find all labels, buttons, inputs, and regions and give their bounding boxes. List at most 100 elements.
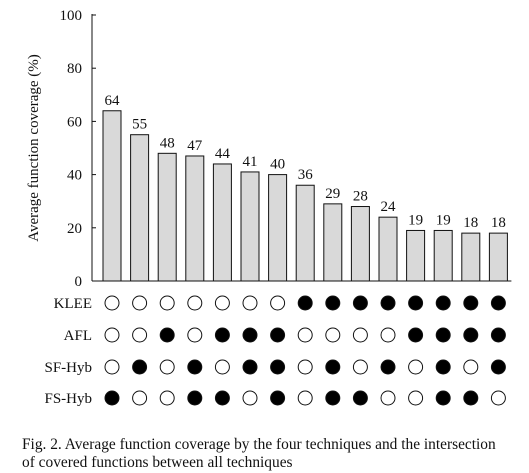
matrix-dot-empty [132,327,148,343]
matrix-dot-empty [132,390,148,406]
bar [240,171,260,282]
matrix-dot-empty [270,295,286,311]
matrix-dot-empty [490,390,506,406]
matrix-dot-filled [490,295,506,311]
bar [185,155,205,282]
matrix-row-label: AFL [64,328,92,344]
matrix-dot-filled [325,295,341,311]
matrix-dot-empty [132,295,148,311]
matrix-dot-filled [435,390,451,406]
matrix-dot-filled [435,327,451,343]
matrix-dot-empty [214,295,230,311]
matrix-dot-empty [104,295,120,311]
matrix-dot-filled [435,295,451,311]
y-tick-label: 80 [67,61,82,77]
matrix-dot-filled [187,390,203,406]
matrix-dot-filled [490,327,506,343]
matrix-dot-filled [490,359,506,375]
y-axis-label: Average function coverage (%) [26,54,42,242]
bar-value-label: 19 [408,212,423,228]
matrix-dot-empty [187,295,203,311]
bar-value-label: 29 [325,186,340,202]
figure-caption: Fig. 2. Average function coverage by the… [22,436,527,472]
bar-value-label: 41 [243,154,258,170]
caption-line-1: Fig. 2. Average function coverage by the… [22,436,496,453]
matrix-dot-filled [132,359,148,375]
bar-series: 64 55 48 47 44 41 40 36 29 28 24 19 19 18 18 [102,93,508,282]
bar [323,203,343,282]
matrix-dot-empty [408,359,424,375]
bar-value-label: 28 [353,189,368,205]
matrix-dot-filled [242,359,258,375]
matrix-dot-empty [352,359,368,375]
bar-value-label: 18 [463,215,478,231]
matrix-row-label: FS-Hyb [44,391,92,407]
bar-value-label: 40 [270,157,285,173]
matrix-dot-empty [297,327,313,343]
matrix-dot-empty [463,359,479,375]
function-coverage-chart: 0 20 40 60 80 100 Average function coverage (%… [26,8,512,407]
matrix-dot-filled [380,295,396,311]
bar-value-label: 44 [215,146,231,162]
bar-value-label: 36 [298,167,314,183]
matrix-dot-filled [408,327,424,343]
matrix-dot-filled [435,359,451,375]
bar-value-label: 47 [187,138,203,154]
bar-value-label: 24 [381,199,397,215]
y-tick-label: 20 [67,221,82,237]
bar [406,229,426,282]
bar [350,206,370,282]
bar [295,184,315,282]
matrix-dot-empty [214,359,230,375]
matrix-dot-filled [380,359,396,375]
matrix-dot-filled [352,295,368,311]
matrix-dot-filled [104,390,120,406]
matrix-dot-filled [270,327,286,343]
matrix-dot-empty [325,327,341,343]
bar [102,110,122,282]
matrix-dot-filled [187,359,203,375]
matrix-dot-filled [325,359,341,375]
intersection-matrix: KLEE AFL SF-Hyb FS-Hyb [44,295,506,407]
matrix-dot-empty [159,390,175,406]
y-tick-label: 100 [60,8,83,24]
bar-value-label: 64 [105,93,121,109]
matrix-dot-empty [242,390,258,406]
bar [488,232,508,282]
bar-value-label: 55 [132,117,147,133]
y-tick-label: 60 [67,114,82,130]
matrix-dot-filled [463,327,479,343]
chart-axes: 0 20 40 60 80 100 Average function coverage (%… [26,8,512,290]
matrix-dot-empty [352,327,368,343]
matrix-dot-empty [380,390,396,406]
matrix-row-label: KLEE [54,296,92,312]
matrix-dot-filled [408,295,424,311]
matrix-dot-empty [104,327,120,343]
y-tick-label: 0 [75,274,83,290]
matrix-dot-filled [242,327,258,343]
y-tick-label: 40 [67,168,82,184]
bar [378,216,398,282]
matrix-dot-filled [463,295,479,311]
bar [212,163,232,282]
matrix-dot-filled [270,390,286,406]
matrix-dot-empty [187,327,203,343]
bar [461,232,481,282]
matrix-dot-filled [463,390,479,406]
bar [130,134,150,282]
matrix-dot-empty [159,295,175,311]
matrix-row-label: SF-Hyb [44,360,92,376]
matrix-dot-empty [297,390,313,406]
matrix-dot-empty [380,327,396,343]
bar [268,174,288,282]
bar-value-label: 48 [160,135,175,151]
matrix-dot-filled [270,359,286,375]
matrix-dot-filled [159,327,175,343]
matrix-dot-filled [352,390,368,406]
matrix-dot-filled [214,390,230,406]
matrix-dot-empty [242,295,258,311]
matrix-dot-filled [325,390,341,406]
matrix-dot-empty [408,390,424,406]
matrix-dot-filled [214,327,230,343]
matrix-dot-empty [104,359,120,375]
